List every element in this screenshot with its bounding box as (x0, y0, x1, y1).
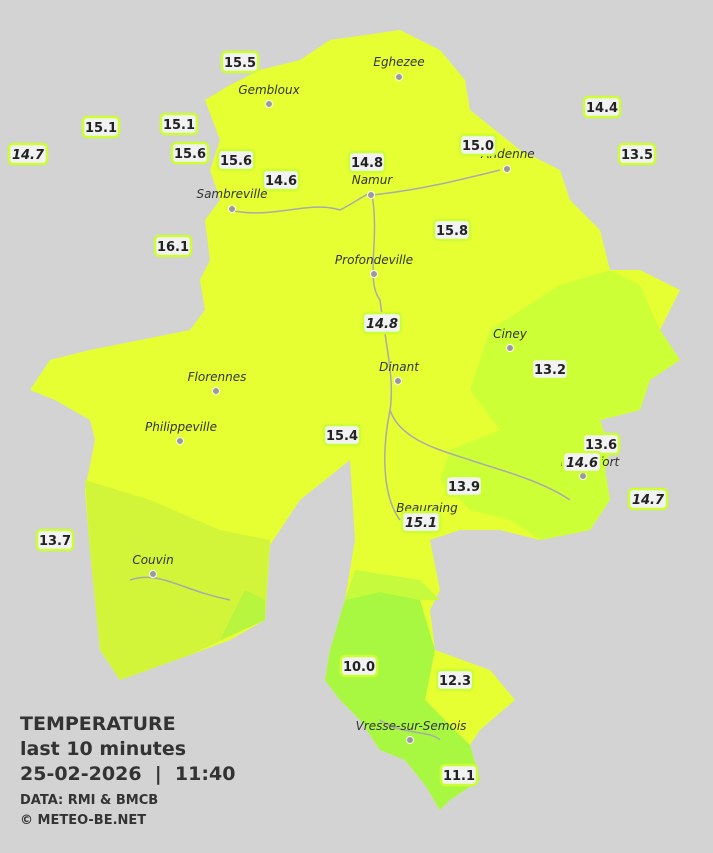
place-dot (370, 270, 378, 278)
station-temp: 15.0 (462, 139, 494, 154)
place-dot (395, 73, 403, 81)
place-name: Vresse-sur-Semois (356, 719, 467, 733)
station-box (435, 668, 475, 692)
station-box (220, 50, 260, 74)
place-name: Florennes (188, 370, 247, 384)
station-temp: 11.1 (443, 769, 475, 784)
station-box (81, 115, 121, 139)
station-temp: 15.1 (85, 121, 117, 136)
place-name: Sambreville (196, 187, 267, 201)
station-box (444, 474, 484, 498)
station-box (216, 148, 256, 172)
station-temp: 13.6 (585, 438, 617, 453)
station-temp: 14.8 (366, 317, 398, 332)
river (129, 169, 571, 741)
station-temp: 13.9 (448, 480, 480, 495)
station-temp: 14.8 (351, 156, 383, 171)
place-dot (503, 165, 511, 173)
station-temp: 15.6 (174, 147, 206, 162)
station-temp: 15.6 (220, 154, 252, 169)
station-temp: 13.7 (39, 534, 71, 549)
place-dot (394, 377, 402, 385)
place-name: Ciney (493, 327, 528, 341)
place-dot (212, 387, 220, 395)
station-temp: 15.1 (405, 516, 437, 531)
station-box (153, 234, 193, 258)
station-temp: 12.3 (439, 674, 471, 689)
place-dot (506, 344, 514, 352)
station-temp: 14.7 (12, 148, 45, 163)
station-temp: 15.1 (163, 118, 195, 133)
legend-source: DATA: RMI & BMCB (20, 793, 158, 808)
legend-title: TEMPERATURE (20, 713, 176, 735)
station-box (627, 487, 669, 511)
station-box (361, 311, 403, 335)
station-box (617, 142, 657, 166)
station-temp: 14.4 (586, 101, 618, 116)
station-box (7, 142, 49, 166)
place-name: Philippeville (145, 420, 217, 434)
place-dot (149, 570, 157, 578)
place-dot (176, 437, 184, 445)
place-dot (406, 736, 414, 744)
station-box (458, 133, 498, 157)
station-box (159, 112, 199, 136)
zone-south (325, 592, 480, 810)
station-box (400, 510, 442, 534)
station-temp: 16.1 (157, 240, 189, 255)
place-name: Dinant (379, 360, 420, 374)
zone-south-edge (345, 570, 440, 600)
station-temp: 15.4 (326, 429, 358, 444)
station-box (339, 654, 379, 678)
station-temp: 15.8 (436, 224, 468, 239)
place-name: Gembloux (238, 83, 300, 97)
place-name: Profondeville (335, 253, 413, 267)
station-box (322, 423, 362, 447)
place-name: Namur (352, 173, 394, 187)
place-name: Eghezee (373, 55, 424, 69)
station-temp: 13.2 (534, 363, 566, 378)
station-temp: 14.6 (265, 174, 297, 189)
station-temp: 15.5 (224, 56, 256, 71)
station-box (582, 95, 622, 119)
zone-couvin-south (220, 590, 265, 640)
place-dot (228, 205, 236, 213)
station-box (347, 150, 387, 174)
place-name: Couvin (132, 553, 173, 567)
station-box (561, 450, 603, 474)
station-box (530, 357, 570, 381)
station-temp: 13.5 (621, 148, 653, 163)
station-box (261, 168, 301, 192)
zone-east (440, 270, 680, 540)
station-box (432, 218, 472, 242)
legend-subtitle: last 10 minutes (20, 738, 186, 760)
station-temp: 10.0 (343, 660, 375, 675)
legend-datetime: 25-02-2026 | 11:40 (20, 763, 235, 785)
legend-copyright: © METEO-BE.NET (20, 813, 146, 828)
place-dot (579, 472, 587, 480)
station-temp: 14.6 (566, 456, 598, 471)
place-dot (367, 191, 375, 199)
station-box (439, 763, 479, 787)
station-box (35, 528, 75, 552)
place-dot (265, 100, 273, 108)
station-box (170, 141, 210, 165)
zone-couvin (85, 480, 270, 680)
station-temp: 14.7 (632, 493, 665, 508)
